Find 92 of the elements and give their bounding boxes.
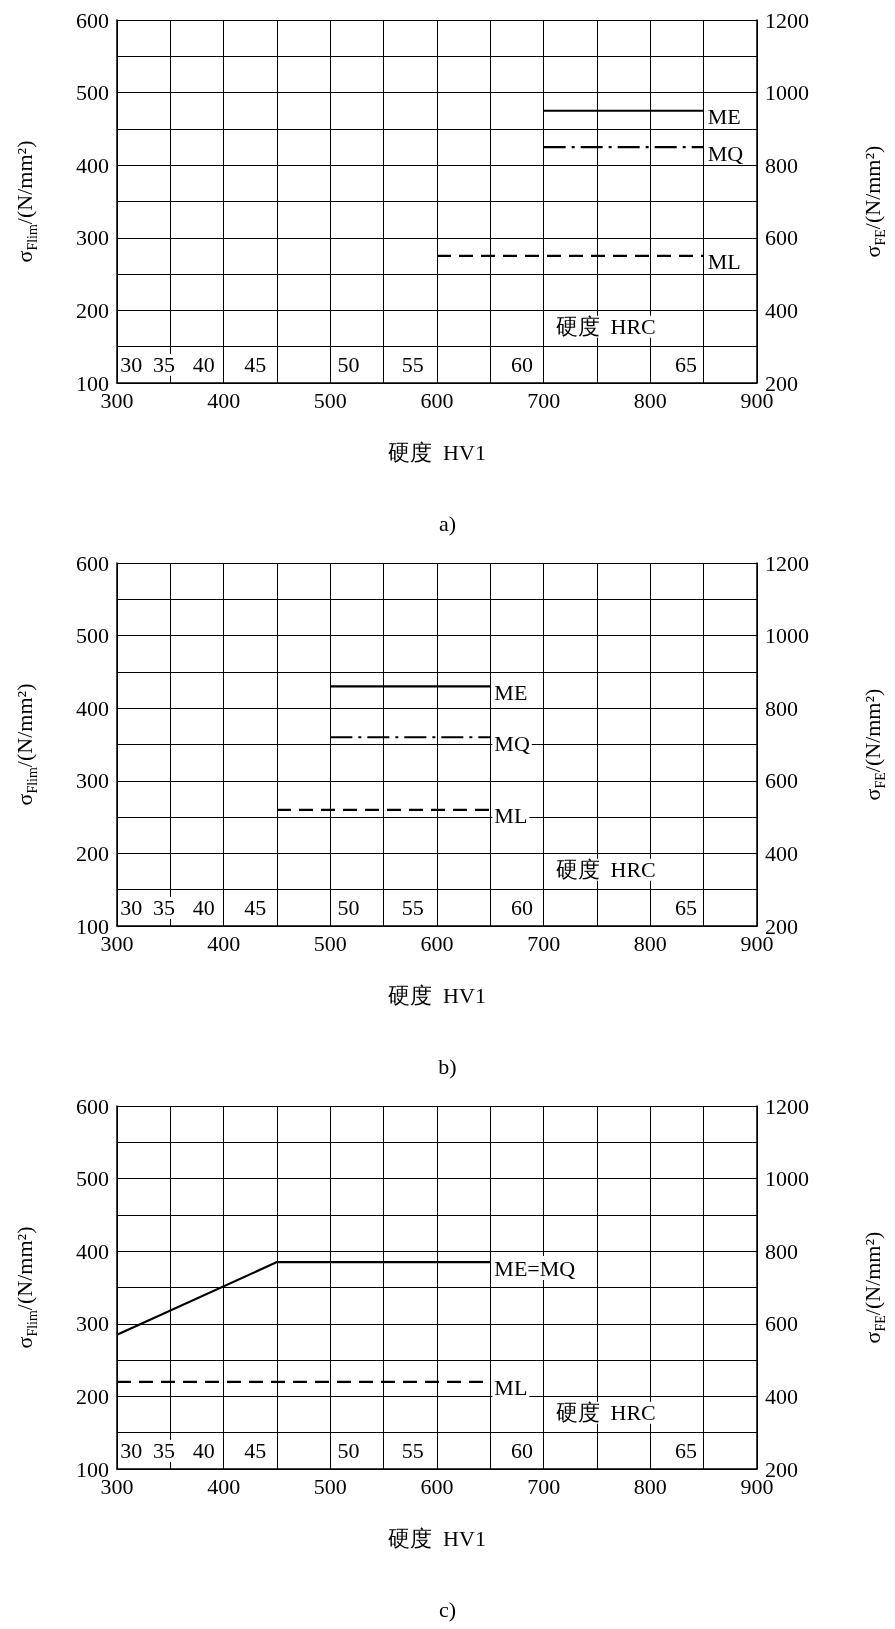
y2-axis-title: σFE/(N/mm²) [859, 145, 888, 258]
annotation: 硬度 HRC [555, 1400, 656, 1426]
text: c) [438, 1596, 457, 1622]
x-axis-title: 硬度 HV1 [388, 1525, 486, 1551]
y2-tick-label: 800 [765, 695, 798, 721]
annotation: 硬度 HRC [555, 857, 656, 883]
y2-tick-label: 800 [765, 1238, 798, 1264]
y2-tick-label: 400 [765, 297, 798, 323]
y-tick-label: 500 [76, 1166, 109, 1192]
x-tick-label: 600 [420, 387, 454, 413]
annotation: 40 [192, 352, 215, 378]
series-label: MQ [494, 730, 530, 756]
y-tick-label: 500 [76, 623, 109, 649]
y2-tick-label: 1200 [765, 1093, 809, 1119]
annotation: 30 [120, 895, 143, 921]
x-tick-label: 600 [420, 930, 454, 956]
x-tick-label: 500 [313, 930, 347, 956]
y-tick-label: 600 [76, 7, 109, 33]
y2-tick-label: 1000 [765, 1166, 809, 1192]
y2-tick-label: 1000 [765, 80, 809, 106]
y2-tick-label: 600 [765, 225, 798, 251]
y-tick-label: 400 [76, 1238, 109, 1264]
y2-tick-label: 600 [765, 1311, 798, 1337]
annotation: 30 [120, 1438, 143, 1464]
x-tick-label: 500 [313, 1473, 347, 1499]
annotation: 55 [401, 895, 424, 921]
series-label: ML [494, 1375, 528, 1401]
annotation: 55 [401, 1438, 424, 1464]
y-axis-title: σFlim/(N/mm²) [11, 140, 40, 263]
series-label: ML [707, 249, 741, 275]
annotation: 60 [511, 895, 534, 921]
series-label: MQ [707, 140, 744, 166]
y2-tick-label: 400 [765, 840, 798, 866]
y-tick-label: 400 [76, 152, 109, 178]
series-label: ML [494, 803, 528, 829]
annotation: 60 [511, 1438, 534, 1464]
series-label: ME=MQ [494, 1255, 576, 1281]
x-axis-title: 硬度 HV1 [388, 982, 486, 1008]
annotation: 45 [244, 1438, 267, 1464]
x-tick-label: 700 [527, 930, 561, 956]
annotation: 50 [337, 895, 360, 921]
y2-tick-label: 1000 [765, 623, 809, 649]
annotation: 65 [675, 352, 698, 378]
annotation: 65 [675, 895, 698, 921]
x-tick-label: 700 [527, 1473, 561, 1499]
text: b) [438, 1053, 457, 1079]
annotation: 65 [675, 1438, 698, 1464]
y2-axis-title: σFE/(N/mm²) [859, 688, 888, 801]
series-label: ME [494, 679, 528, 705]
x-tick-label: 400 [207, 930, 241, 956]
y-axis-title: σFlim/(N/mm²) [11, 1226, 40, 1349]
y-tick-label: 200 [76, 840, 109, 866]
y-tick-label: 600 [76, 550, 109, 576]
x-tick-label: 400 [207, 387, 241, 413]
series-label: ME [707, 104, 741, 130]
x-tick-label: 600 [420, 1473, 454, 1499]
x-axis-title: 硬度 HV1 [388, 439, 486, 465]
annotation: 60 [511, 352, 534, 378]
annotation: 55 [401, 352, 424, 378]
annotation: 35 [152, 895, 175, 921]
y2-tick-label: 1200 [765, 7, 809, 33]
y-axis-title: σFlim/(N/mm²) [11, 683, 40, 806]
x-tick-label: 700 [527, 387, 561, 413]
y-tick-label: 300 [76, 1311, 109, 1337]
annotation: 硬度 HRC [555, 314, 656, 340]
y-tick-label: 200 [76, 297, 109, 323]
y-tick-label: 300 [76, 768, 109, 794]
annotation: 30 [120, 352, 143, 378]
y2-tick-label: 600 [765, 768, 798, 794]
annotation: 45 [244, 895, 267, 921]
y-tick-label: 400 [76, 695, 109, 721]
y2-tick-label: 1200 [765, 550, 809, 576]
y-tick-label: 200 [76, 1383, 109, 1409]
x-tick-label: 800 [633, 930, 667, 956]
x-tick-label: 800 [633, 387, 667, 413]
x-tick-label: 800 [633, 1473, 667, 1499]
y2-tick-label: 800 [765, 152, 798, 178]
y-tick-label: 600 [76, 1093, 109, 1119]
y-tick-label: 500 [76, 80, 109, 106]
annotation: 45 [244, 352, 267, 378]
x-tick-label: 400 [207, 1473, 241, 1499]
annotation: 40 [192, 1438, 215, 1464]
text: a) [438, 510, 457, 536]
annotation: 40 [192, 895, 215, 921]
x-tick-label: 500 [313, 387, 347, 413]
annotation: 35 [152, 352, 175, 378]
y-tick-label: 300 [76, 225, 109, 251]
annotation: 35 [152, 1438, 175, 1464]
annotation: 50 [337, 1438, 360, 1464]
y2-axis-title: σFE/(N/mm²) [859, 1231, 888, 1344]
annotation: 50 [337, 352, 360, 378]
y2-tick-label: 400 [765, 1383, 798, 1409]
